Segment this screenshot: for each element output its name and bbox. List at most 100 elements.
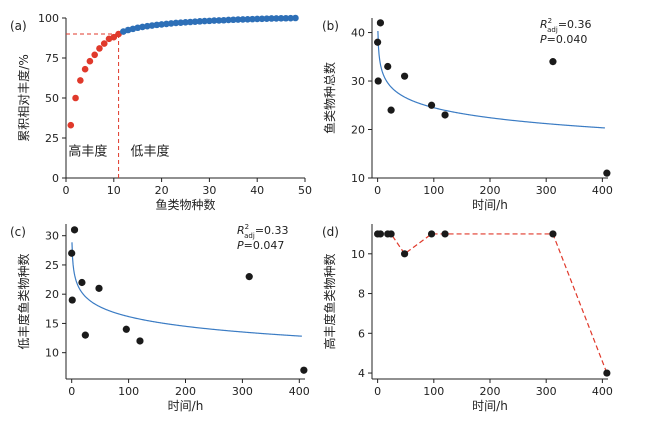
panel-label: (a) <box>10 19 27 33</box>
data-point-high <box>72 94 79 102</box>
y-tick-label: 4 <box>358 367 365 380</box>
data-point-high <box>81 65 89 73</box>
high-abundance-label: 高丰度 <box>68 144 107 160</box>
data-point-high <box>100 40 108 47</box>
data-point-low <box>201 17 208 25</box>
data-point <box>387 230 395 238</box>
y-tick-label: 30 <box>45 230 59 243</box>
data-point-low <box>287 14 294 22</box>
y-tick-label: 25 <box>45 132 59 145</box>
data-point-low <box>172 19 180 27</box>
data-point <box>70 226 79 234</box>
x-tick-label: 0 <box>374 184 381 197</box>
data-point <box>400 250 409 258</box>
fit-curve <box>377 30 605 129</box>
x-tick-label: 300 <box>232 385 253 398</box>
data-point <box>387 106 395 114</box>
panel-label: (b) <box>322 19 339 33</box>
stats-annotation: R2 adj=0.33P=0.047 <box>237 223 289 252</box>
data-point <box>81 331 89 339</box>
data-point <box>376 19 385 27</box>
data-point <box>300 366 308 374</box>
panel-label: (d) <box>322 225 339 239</box>
x-tick-label: 400 <box>289 385 310 398</box>
x-tick-label: 40 <box>250 184 264 197</box>
data-point-low <box>249 15 256 23</box>
x-tick-label: 0 <box>68 385 75 398</box>
y-tick-label: 10 <box>351 172 365 185</box>
data-point-high <box>67 121 75 129</box>
data-point-low <box>215 17 223 24</box>
x-tick-label: 100 <box>423 184 444 197</box>
data-point-low <box>182 19 189 26</box>
x-tick-label: 30 <box>202 184 216 197</box>
data-point <box>374 38 382 46</box>
data-point-low <box>244 15 251 23</box>
data-point-low <box>158 21 165 28</box>
data-point <box>549 58 557 66</box>
data-point <box>603 369 611 377</box>
panel-b: 0 100 200 300 400 10 20 30 40 时间/h 鱼类物种总数 <box>322 18 613 212</box>
data-point-low <box>258 15 266 23</box>
data-point <box>427 230 436 238</box>
x-tick-label: 100 <box>118 385 139 398</box>
data-point <box>245 273 253 281</box>
data-point-low <box>177 19 185 26</box>
x-tick-label: 10 <box>107 184 121 197</box>
data-point-low <box>273 15 280 22</box>
data-point <box>136 337 144 345</box>
x-axis-title: 鱼类物种数 <box>155 197 215 212</box>
y-tick-label: 40 <box>351 27 365 40</box>
data-point-high <box>110 33 118 41</box>
y-axis-title: 低丰度鱼类物种数 <box>16 253 31 349</box>
y-axis-title: 鱼类物种总数 <box>322 62 337 134</box>
low-abundance-label: 低丰度 <box>131 144 170 160</box>
data-point <box>374 77 382 85</box>
x-tick-label: 200 <box>175 385 196 398</box>
data-point-low <box>292 14 299 22</box>
data-point <box>95 284 103 292</box>
x-tick-label: 300 <box>536 184 557 197</box>
series-line <box>377 233 608 374</box>
data-point-low <box>230 16 237 24</box>
x-axis-title: 时间/h <box>168 399 204 413</box>
data-point-low <box>239 16 247 23</box>
y-tick-label: 10 <box>351 248 365 261</box>
panel-d: 0 100 200 300 400 4 6 8 10 时间/h 高丰度鱼类物种数 <box>322 224 613 413</box>
data-point-low <box>186 18 194 26</box>
data-point <box>122 325 130 333</box>
data-point-low <box>191 18 199 25</box>
y-tick-label: 100 <box>38 12 59 25</box>
data-point-low <box>277 15 285 22</box>
data-point-high <box>86 57 94 65</box>
y-tick-label: 0 <box>52 172 59 185</box>
data-point-low <box>163 20 170 28</box>
data-point <box>384 62 392 71</box>
r2-adj-label: R2 adj=0.36 <box>540 17 592 34</box>
y-tick-label: 50 <box>45 92 59 105</box>
data-point <box>603 169 611 177</box>
data-point-low <box>196 18 204 25</box>
data-point-low <box>282 14 290 22</box>
p-value-label: P=0.047 <box>237 239 284 252</box>
fit-curve <box>71 242 302 337</box>
data-point-low <box>234 16 242 23</box>
p-value-label: P=0.040 <box>540 33 587 46</box>
r2-adj-label: R2 adj=0.33 <box>237 223 289 240</box>
y-axis-title: 高丰度鱼类物种数 <box>322 253 337 349</box>
x-tick-label: 200 <box>480 385 501 398</box>
y-tick-label: 8 <box>358 288 365 301</box>
data-point-low <box>268 15 275 22</box>
data-point <box>376 230 385 238</box>
data-point <box>68 296 76 304</box>
y-tick-label: 25 <box>45 259 59 272</box>
data-point <box>68 249 76 257</box>
data-point-low <box>225 16 232 24</box>
panel-label: (c) <box>10 225 26 239</box>
y-tick-label: 6 <box>358 327 365 340</box>
data-point-low <box>167 20 175 27</box>
panel-a: 0 10 20 30 40 50 0 25 50 75 100 鱼类物种数 累积相对丰度/% 高丰度 低丰度 <box>16 12 312 212</box>
data-point-low <box>153 21 161 29</box>
data-point-low <box>210 17 218 24</box>
